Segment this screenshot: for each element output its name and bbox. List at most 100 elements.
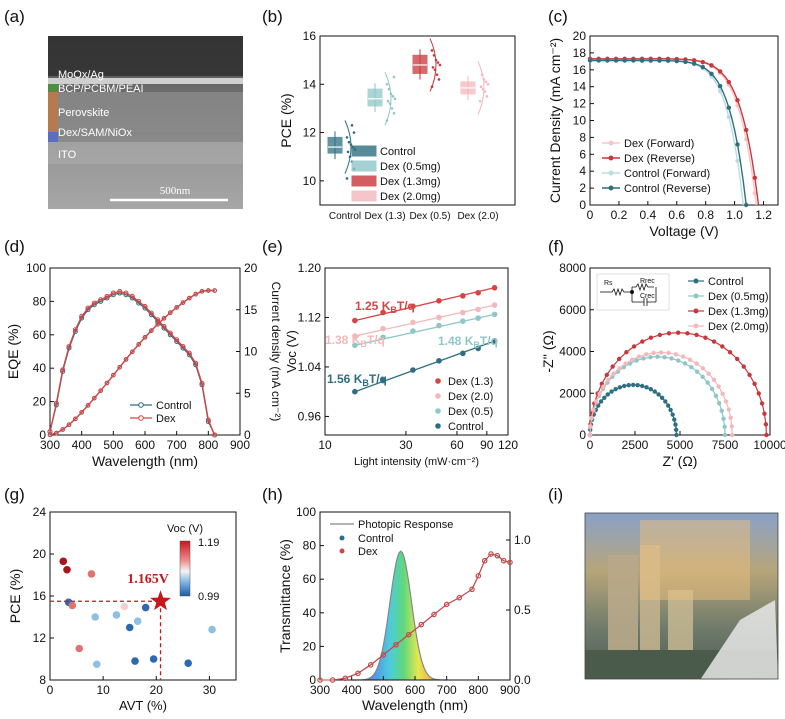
voc-point bbox=[491, 284, 498, 291]
equivalent-circuit: Rs Rrec Crec bbox=[596, 273, 670, 311]
integrated-point bbox=[199, 289, 205, 294]
data-point bbox=[392, 111, 396, 115]
transmittance-point bbox=[469, 586, 475, 592]
x-tick-label: 1.2 bbox=[755, 208, 772, 222]
x-tick-label: 1.0 bbox=[726, 208, 743, 222]
violin-outline bbox=[429, 38, 437, 92]
data-point bbox=[392, 75, 396, 79]
nyquist-point bbox=[617, 385, 623, 390]
nyquist-point bbox=[627, 361, 633, 366]
eqe-point bbox=[47, 429, 53, 435]
eqe-point bbox=[53, 400, 59, 406]
slope-value: 1.38 K bbox=[325, 333, 361, 347]
y-tick-label: 1.12 bbox=[298, 310, 322, 324]
transmittance-point bbox=[367, 662, 374, 668]
voc-point bbox=[460, 293, 466, 299]
legend-marker bbox=[693, 293, 699, 299]
avt-point bbox=[68, 601, 77, 610]
nyquist-point bbox=[617, 366, 622, 371]
legend-marker bbox=[138, 415, 144, 421]
nyquist-point bbox=[629, 357, 635, 362]
box-body bbox=[412, 54, 428, 74]
data-point bbox=[345, 177, 349, 180]
jv-point bbox=[665, 58, 671, 63]
avt-point bbox=[59, 557, 68, 566]
panel-letter: (a) bbox=[4, 7, 25, 26]
nyquist-point bbox=[613, 387, 618, 392]
eqe-point bbox=[79, 313, 85, 319]
avt-point bbox=[75, 644, 84, 653]
legend-entry: Control bbox=[448, 421, 483, 433]
integrated-point bbox=[149, 328, 154, 334]
x-tick-label: 10000 bbox=[753, 438, 785, 452]
legend-entry: Control bbox=[358, 533, 393, 545]
data-point bbox=[438, 63, 442, 67]
jv-point bbox=[709, 71, 714, 76]
data-point bbox=[432, 54, 436, 57]
nyquist-point bbox=[605, 392, 611, 397]
legend-entry: Photopic Response bbox=[358, 519, 453, 531]
eqe-point bbox=[155, 317, 161, 323]
x-axis-label: Light intensity (mW·cm⁻²) bbox=[354, 456, 479, 468]
legend-entry: Dex (0.5mg) bbox=[380, 161, 441, 173]
nyquist-point bbox=[648, 354, 653, 360]
nyquist-point bbox=[705, 380, 710, 385]
data-point bbox=[385, 82, 389, 86]
x-tick-label: 0.6 bbox=[668, 208, 685, 222]
jv-point bbox=[752, 175, 758, 180]
nyquist-point bbox=[764, 432, 769, 438]
integrated-point bbox=[79, 410, 84, 415]
nyquist-point bbox=[763, 422, 769, 427]
y-tick-label: 100 bbox=[296, 505, 316, 519]
transmittance-point bbox=[507, 559, 513, 566]
y-tick-label: 2000 bbox=[559, 386, 586, 400]
slope-subscript: B bbox=[390, 305, 397, 315]
nyquist-point bbox=[713, 393, 719, 399]
x-tick-label: 20 bbox=[150, 683, 164, 697]
avt-point bbox=[91, 613, 99, 621]
transmittance-point bbox=[481, 558, 488, 564]
nyquist-point bbox=[601, 384, 606, 389]
plot-frame bbox=[319, 35, 516, 206]
legend-entry: Control bbox=[156, 400, 191, 412]
nyquist-point bbox=[631, 382, 636, 388]
x-tick-label: 300 bbox=[40, 438, 60, 452]
data-point bbox=[385, 119, 389, 122]
eqe-point bbox=[148, 310, 154, 316]
nyquist-point bbox=[762, 411, 767, 416]
x-tick-label: 10 bbox=[318, 438, 332, 452]
nyquist-point bbox=[658, 350, 664, 355]
integrated-point bbox=[187, 295, 192, 301]
voc-point bbox=[410, 367, 416, 373]
y-right-tick-label: 0 bbox=[244, 428, 251, 442]
nyquist-point bbox=[722, 424, 727, 430]
photopic-area bbox=[351, 551, 447, 680]
nyquist-point bbox=[680, 354, 686, 359]
y-tick-label: 0.96 bbox=[298, 409, 322, 423]
voc-point bbox=[491, 311, 498, 318]
nyquist-point bbox=[716, 400, 722, 406]
y-axis-label: Transmittance (%) bbox=[277, 539, 293, 653]
data-point bbox=[345, 136, 349, 139]
jv-point bbox=[605, 58, 610, 63]
nyquist-point bbox=[694, 369, 700, 374]
colorbar-min: 0.99 bbox=[198, 591, 219, 603]
violin-outline bbox=[384, 72, 392, 126]
x-tick-label: 900 bbox=[230, 438, 250, 452]
sem-layer-label: ITO bbox=[58, 149, 77, 161]
eqe-point bbox=[193, 360, 199, 366]
avt-point bbox=[112, 611, 121, 619]
legend-marker bbox=[608, 170, 614, 176]
slope-tail: T/q bbox=[369, 372, 387, 386]
data-point bbox=[484, 80, 488, 84]
legend-swatch bbox=[351, 190, 377, 202]
category-label: Control bbox=[329, 211, 361, 222]
legend-entry: Control bbox=[708, 276, 743, 288]
voc-point bbox=[410, 319, 416, 326]
legend-entry: Control (Reverse) bbox=[624, 183, 711, 195]
voc-point bbox=[380, 334, 386, 341]
voc-point bbox=[491, 302, 498, 308]
box-body bbox=[327, 136, 343, 154]
colorbar bbox=[179, 540, 191, 597]
